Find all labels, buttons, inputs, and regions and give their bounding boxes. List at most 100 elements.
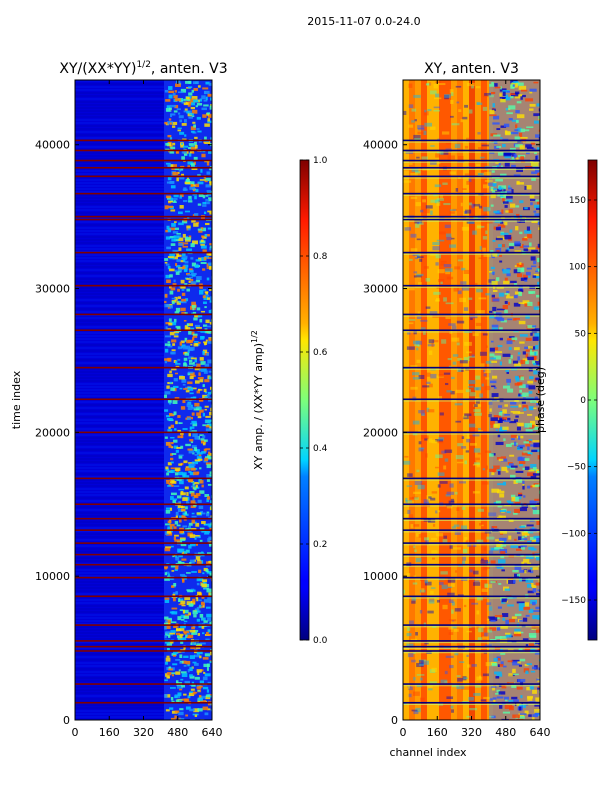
right-speckle — [505, 633, 512, 638]
right-speckle — [464, 173, 470, 176]
right-speckle — [529, 485, 533, 488]
flagged-time-row-edge — [403, 368, 540, 370]
left-speckle — [175, 699, 180, 703]
left-speckle — [174, 333, 179, 336]
left-texture-band — [75, 560, 164, 562]
right-speckle — [521, 452, 528, 456]
left-speckle — [204, 90, 210, 95]
right-speckle — [523, 407, 527, 411]
right-speckle — [482, 673, 489, 677]
right-speckle — [427, 109, 432, 112]
right-speckle — [421, 435, 429, 440]
left-texture-band — [75, 275, 164, 277]
left-speckle — [187, 525, 191, 529]
right-speckle — [489, 114, 497, 117]
right-speckle — [483, 696, 490, 700]
right-speckle — [538, 490, 540, 494]
left-speckle — [184, 486, 189, 490]
left-speckle — [202, 605, 205, 608]
left-speckle — [191, 219, 196, 223]
left-speckle — [181, 685, 186, 688]
right-speckle — [457, 594, 464, 597]
left-speckle — [203, 342, 207, 346]
right-speckle — [448, 500, 455, 504]
right-speckle — [522, 617, 528, 622]
right-speckle — [532, 610, 540, 612]
right-speckle — [413, 271, 418, 274]
right-speckle — [478, 427, 481, 430]
left-speckle — [205, 638, 210, 642]
right-speckle — [497, 345, 503, 348]
left-speckle — [207, 257, 212, 259]
right-speckle — [528, 569, 531, 573]
left-speckle — [208, 451, 211, 455]
right-speckle — [502, 90, 510, 93]
right-speckle — [493, 396, 499, 401]
left-speckle — [191, 115, 195, 118]
left-speckle — [180, 307, 186, 312]
left-speckle — [204, 456, 208, 459]
flagged-time-row — [75, 517, 212, 520]
right-speckle — [492, 271, 495, 276]
left-speckle — [188, 612, 191, 616]
left-speckle — [200, 368, 207, 372]
left-speckle — [192, 333, 198, 337]
left-speckle — [183, 630, 189, 634]
left-speckle — [204, 379, 210, 383]
left-speckle — [207, 297, 210, 300]
left-speckle — [186, 572, 191, 574]
left-speckle — [204, 140, 211, 145]
left-speckle — [199, 539, 203, 542]
left-texture-band — [75, 698, 164, 700]
x-tick-label: 640 — [530, 726, 551, 739]
right-speckle — [526, 663, 532, 666]
left-texture-band — [75, 620, 164, 622]
right-speckle — [521, 578, 529, 582]
right-speckle — [516, 426, 521, 431]
left-speckle — [170, 424, 174, 428]
right-speckle — [465, 539, 469, 545]
flagged-time-row — [75, 477, 212, 480]
right-speckle — [524, 458, 530, 461]
left-speckle — [189, 392, 194, 395]
right-speckle — [516, 448, 523, 451]
left-speckle — [172, 121, 178, 125]
left-speckle — [170, 287, 176, 291]
left-speckle — [173, 331, 180, 334]
right-speckle — [438, 83, 446, 86]
left-speckle — [206, 253, 212, 256]
right-speckle — [524, 466, 530, 470]
left-speckle — [189, 276, 193, 279]
left-speckle — [188, 195, 192, 199]
right-speckle — [507, 338, 516, 342]
flagged-time-row-edge — [403, 253, 540, 255]
left-speckle — [172, 125, 176, 128]
right-speckle — [535, 206, 540, 210]
right-speckle — [488, 550, 494, 554]
right-speckle — [497, 606, 502, 609]
left-texture-band — [75, 119, 164, 121]
left-speckle — [190, 500, 196, 504]
left-texture-band — [75, 317, 164, 319]
left-speckle — [164, 409, 169, 412]
left-speckle — [204, 587, 207, 590]
left-speckle — [190, 492, 195, 497]
left-texture-band — [75, 569, 164, 571]
right-speckle — [495, 237, 503, 241]
left-speckle — [209, 321, 212, 325]
left-speckle — [209, 181, 212, 184]
left-speckle — [202, 288, 207, 292]
right-speckle — [502, 617, 505, 621]
left-speckle — [187, 387, 194, 391]
left-speckle — [191, 571, 197, 573]
right-speckle — [509, 454, 515, 457]
left-speckle — [208, 263, 212, 266]
right-speckle — [435, 81, 442, 84]
right-speckle — [477, 102, 483, 105]
right-speckle — [489, 109, 495, 115]
right-speckle — [501, 209, 504, 214]
left-speckle — [207, 340, 212, 344]
left-speckle — [194, 195, 197, 200]
left-speckle — [178, 235, 182, 239]
right-speckle — [407, 653, 414, 658]
